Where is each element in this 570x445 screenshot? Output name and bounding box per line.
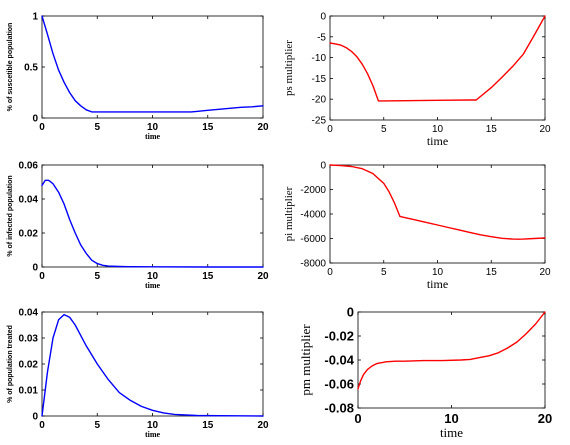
y-tick-label: 0.02 xyxy=(19,229,39,240)
y-tick-label: 0.5 xyxy=(24,63,38,74)
x-tick-label: 0 xyxy=(327,267,333,278)
y-tick-label: -25 xyxy=(312,116,327,127)
subplot-1: 0 5 10 15 20 0 0.5 1 time % of suscetible populat… xyxy=(7,12,269,142)
x-tick-label: 10 xyxy=(147,122,159,133)
x-tick-label: 0 xyxy=(327,124,333,135)
y-tick-label: 1 xyxy=(32,12,38,23)
y-axis-label: % of population treated xyxy=(7,325,14,403)
x-tick-label: 10 xyxy=(147,271,159,282)
x-tick-label: 5 xyxy=(381,267,387,278)
series-line xyxy=(41,179,264,268)
y-axis-label: % of suscetible population xyxy=(7,23,14,112)
x-tick-label: 10 xyxy=(147,420,159,431)
subplot-5: 0 5 10 15 20 0 0.01 0.02 0.03 0.04 time % of popula… xyxy=(7,308,269,440)
y-axis-label: % of infected population xyxy=(7,175,14,256)
x-tick-label: 5 xyxy=(94,271,100,282)
y-axis-label: ps multiplier xyxy=(283,40,295,96)
x-tick-label: 20 xyxy=(257,271,269,282)
y-tick-label: -15 xyxy=(312,74,327,85)
y-axis-label: pm multiplier xyxy=(298,324,313,396)
x-tick-label: 20 xyxy=(538,411,552,426)
y-tick-label: -5 xyxy=(317,32,326,43)
x-tick-label: 15 xyxy=(486,267,498,278)
x-tick-label: 0 xyxy=(39,420,45,431)
y-tick-label: -20 xyxy=(312,95,327,106)
y-tick-label: -0.08 xyxy=(324,401,354,416)
x-tick-label: 5 xyxy=(381,124,387,135)
x-tick-label: 10 xyxy=(432,124,444,135)
x-tick-label: 20 xyxy=(539,124,551,135)
y-tick-label: 0 xyxy=(32,412,38,423)
series-line xyxy=(329,15,546,102)
y-tick-label: 0.04 xyxy=(19,195,39,206)
x-tick-label: 0 xyxy=(39,122,45,133)
subplot-3: 0 5 10 15 20 0 0.02 0.04 0.06 time % of infected p… xyxy=(7,161,269,291)
x-tick-label: 15 xyxy=(202,420,214,431)
x-tick-label: 10 xyxy=(444,411,458,426)
x-tick-label: 15 xyxy=(486,124,498,135)
x-axis-label: time xyxy=(440,425,463,440)
y-tick-label: -4000 xyxy=(300,210,326,221)
x-tick-label: 0 xyxy=(354,411,361,426)
x-axis-label: time xyxy=(145,132,161,141)
y-tick-label: 0 xyxy=(32,263,38,274)
axes-frame xyxy=(329,164,546,264)
y-tick-label: 0.03 xyxy=(19,334,39,345)
x-tick-label: 15 xyxy=(202,122,214,133)
x-tick-label: 20 xyxy=(257,420,269,431)
series-line xyxy=(41,313,264,417)
x-axis-label: time xyxy=(427,134,448,148)
axes-frame xyxy=(329,15,546,121)
y-tick-label: -6000 xyxy=(300,234,326,245)
y-tick-label: 0 xyxy=(347,305,354,320)
x-tick-label: 5 xyxy=(94,122,100,133)
x-tick-label: 10 xyxy=(432,267,444,278)
y-tick-label: -10 xyxy=(312,53,327,64)
y-tick-label: 0.06 xyxy=(19,161,39,172)
x-axis-label: time xyxy=(145,430,161,439)
x-axis-label: time xyxy=(145,281,161,290)
y-tick-label: 0.01 xyxy=(19,386,39,397)
y-tick-label: 0 xyxy=(32,114,38,125)
axes-frame xyxy=(41,15,264,119)
y-tick-label: 0 xyxy=(320,161,326,172)
series-line xyxy=(329,164,546,240)
x-tick-label: 0 xyxy=(39,271,45,282)
axes-frame xyxy=(41,311,264,417)
subplot-2: 0 5 10 15 20 -25 -20 -15 -10 -5 0 time ps multiplier xyxy=(283,12,551,149)
subplot-6: 0 10 20 -0.08 -0.06 -0.04 -0.02 0 time pm multipl… xyxy=(298,305,552,440)
x-tick-label: 15 xyxy=(202,271,214,282)
y-tick-label: -8000 xyxy=(300,259,326,270)
series-line xyxy=(357,311,546,390)
y-tick-label: -0.02 xyxy=(324,329,354,344)
y-tick-label: 0 xyxy=(320,12,326,23)
x-axis-label: time xyxy=(427,277,448,291)
y-tick-label: -2000 xyxy=(300,185,326,196)
axes-frame xyxy=(41,164,264,268)
x-tick-label: 20 xyxy=(257,122,269,133)
x-tick-label: 20 xyxy=(539,267,551,278)
y-tick-label: 0.04 xyxy=(19,308,39,319)
series-line xyxy=(41,15,264,113)
y-tick-label: -0.06 xyxy=(324,377,354,392)
y-tick-label: 0.02 xyxy=(19,360,39,371)
subplot-4: 0 5 10 15 20 -8000 -6000 -4000 -2000 0 time pi mult… xyxy=(283,161,551,292)
x-tick-label: 5 xyxy=(94,420,100,431)
y-tick-label: -0.04 xyxy=(324,353,354,368)
y-axis-label: pi multiplier xyxy=(283,186,295,241)
